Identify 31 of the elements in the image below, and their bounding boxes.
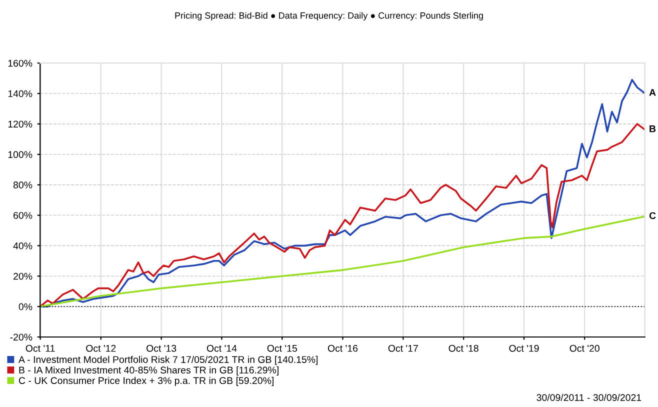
y-tick-label: 60%: [14, 212, 32, 219]
annotation: A: [649, 89, 656, 96]
x-tick-label: Oct '19: [509, 344, 539, 352]
y-tick-label: 20%: [14, 272, 32, 280]
x-tick-label: Oct '11: [26, 344, 55, 352]
x-tick-label: Oct '13: [146, 344, 176, 352]
x-tick-label: Oct '18: [448, 344, 478, 352]
line-series: [40, 123, 645, 308]
annotation: B: [650, 125, 656, 132]
x-tick-label: Oct '20: [570, 344, 600, 352]
x-tick-label: Oct '16: [328, 344, 358, 352]
legend-label: A - Investment Model Portfolio Risk 7 17/05/2021 TR in GB [140.15%]: [18, 356, 318, 365]
x-tick-label: Oct '12: [86, 344, 116, 352]
y-tick-label: 160%: [8, 60, 32, 67]
x-tick-label: Oct '17: [388, 344, 418, 352]
chart-title: Pricing Spread: Bid-Bid ● Data Frequency: Daily ● Currency: Pounds Sterling: [175, 12, 483, 20]
y-tick-label: -20%: [10, 334, 32, 341]
x-tick-label: Oct '15: [267, 344, 297, 352]
y-tick-label: 80%: [13, 182, 32, 188]
y-tick-label: 40%: [13, 242, 32, 250]
annotation: C: [649, 212, 656, 220]
x-tick-label: Oct '14: [206, 344, 237, 352]
y-tick-label: 120%: [8, 120, 32, 128]
line-series: [40, 78, 645, 308]
y-tick-label: 100%: [8, 151, 32, 158]
text: 30/09/2011 - 30/09/2021: [536, 394, 642, 402]
legend-label: C - UK Consumer Price Index + 3% p.a. TR in GB [59.20%]: [18, 376, 274, 386]
y-tick-label: 0%: [18, 303, 32, 310]
legend-label: B - IA Mixed Investment 40-85% Shares TR in GB [116.29%]: [19, 366, 278, 376]
y-tick-label: 140%: [8, 90, 32, 98]
line-series: [40, 216, 645, 308]
